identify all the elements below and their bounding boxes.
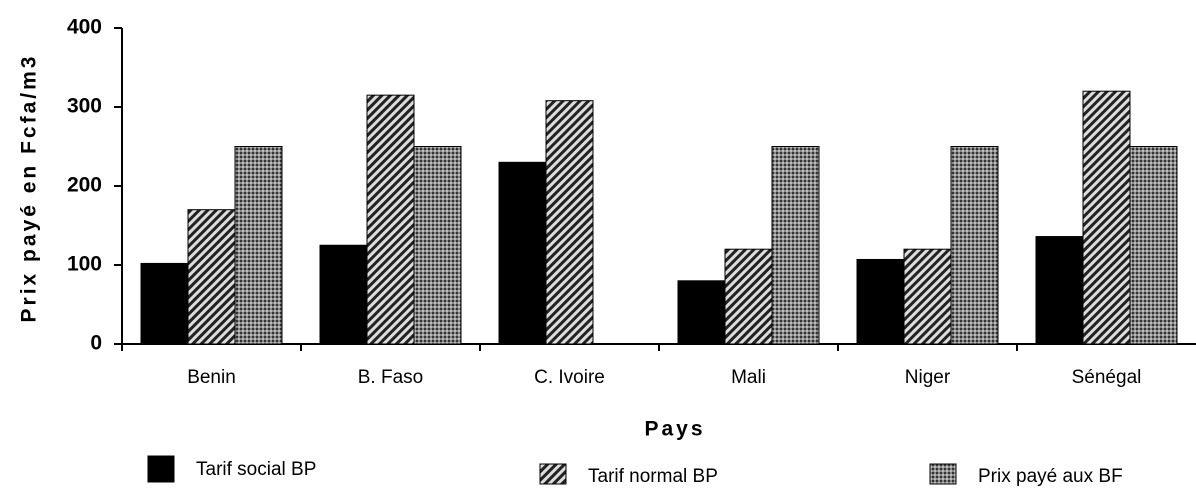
y-axis-title: Prix payé en Fcfa/m3: [18, 54, 41, 323]
legend-swatch: [147, 455, 175, 483]
bar: [1129, 146, 1178, 345]
y-tick-label: 300: [67, 95, 102, 118]
x-axis-title: Pays: [644, 418, 705, 441]
legend-swatch: [539, 463, 567, 485]
bar: [724, 248, 773, 345]
bar: [950, 146, 999, 345]
bar: [413, 146, 462, 345]
x-tick-label: Benin: [187, 367, 236, 388]
bar: [771, 146, 820, 345]
bar: [1035, 236, 1084, 345]
bar: [1082, 90, 1131, 345]
y-tick-label: 400: [67, 16, 102, 39]
legend-label: Tarif social BP: [196, 459, 316, 480]
x-tick-label: C. Ivoire: [534, 367, 605, 388]
legend-swatch: [929, 463, 957, 485]
legend-label: Prix payé aux BF: [978, 466, 1123, 487]
x-tick-label: Mali: [731, 367, 766, 388]
y-tick-label: 200: [67, 174, 102, 197]
bar: [677, 280, 726, 345]
x-tick-label: Sénégal: [1072, 367, 1142, 388]
x-tick-label: Niger: [905, 367, 951, 388]
legend-label: Tarif normal BP: [588, 466, 718, 487]
bar: [319, 244, 368, 345]
x-tick-label: B. Faso: [358, 367, 423, 388]
y-tick-label: 100: [67, 253, 102, 276]
bar: [366, 94, 415, 345]
bar: [187, 209, 236, 345]
bar: [545, 100, 594, 345]
bar: [498, 161, 547, 345]
bar: [140, 262, 189, 345]
bar: [903, 248, 952, 345]
bar: [856, 258, 905, 345]
bar: [234, 146, 283, 345]
y-tick-label: 0: [90, 332, 102, 355]
